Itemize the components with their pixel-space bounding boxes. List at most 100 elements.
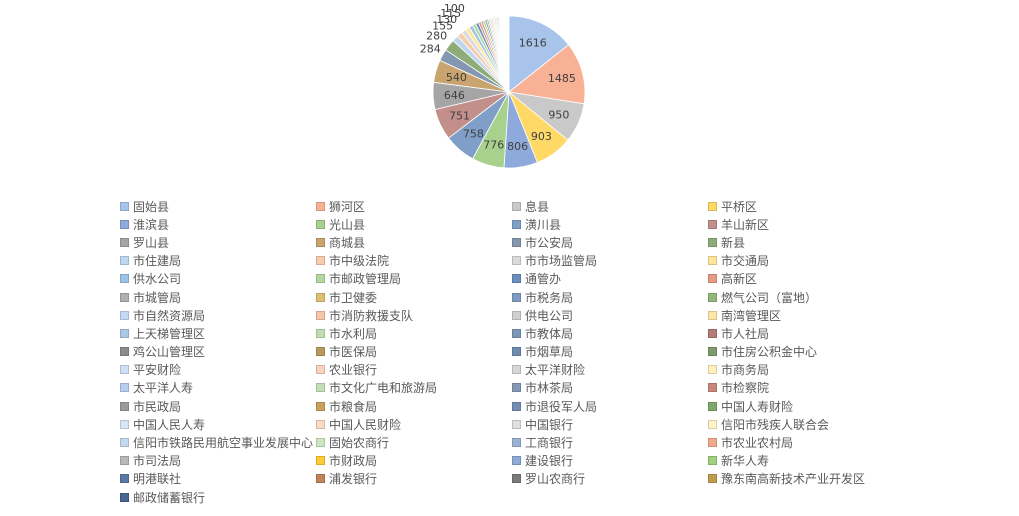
legend-label: 市城管局 (133, 290, 182, 305)
legend-label: 市水利局 (329, 326, 378, 341)
legend-label: 明港联社 (133, 472, 182, 487)
legend-item: 上天梯管理区 (120, 324, 316, 342)
legend-swatch (512, 219, 521, 229)
legend-label: 光山县 (329, 217, 366, 232)
legend-item: 市中级法院 (316, 252, 512, 270)
data-label-13: 155 (432, 20, 453, 33)
legend-swatch (120, 347, 129, 357)
legend-swatch (120, 328, 129, 338)
data-label-4: 903 (531, 130, 552, 143)
legend-item: 淮滨县 (120, 215, 316, 233)
data-label-16: 100 (444, 2, 465, 15)
legend-item: 羊山新区 (708, 215, 948, 233)
legend-swatch (120, 201, 129, 211)
legend-item: 市卫健委 (316, 288, 512, 306)
legend-swatch (120, 292, 129, 302)
legend-item: 市烟草局 (512, 343, 708, 361)
legend-label: 罗山县 (133, 235, 170, 250)
legend-item: 新华人寿 (708, 452, 948, 470)
legend-item: 农业银行 (316, 361, 512, 379)
legend-swatch (512, 474, 521, 484)
legend-swatch (316, 256, 325, 266)
legend-label: 固始农商行 (329, 436, 390, 451)
legend-item: 固始县 (120, 197, 316, 215)
legend-item: 供水公司 (120, 270, 316, 288)
legend-swatch (120, 492, 129, 502)
legend-item: 建设银行 (512, 452, 708, 470)
legend-label: 通管办 (525, 272, 562, 287)
legend-label: 燃气公司（富地） (721, 290, 818, 305)
legend-item: 狮河区 (316, 197, 512, 215)
legend-swatch (708, 401, 717, 411)
legend-item: 供电公司 (512, 306, 708, 324)
legend-label: 太平洋财险 (525, 363, 586, 378)
legend-swatch (512, 328, 521, 338)
legend-swatch (316, 419, 325, 429)
legend-label: 太平洋人寿 (133, 381, 194, 396)
legend-label: 中国人民财险 (329, 417, 402, 432)
legend-label: 羊山新区 (721, 217, 770, 232)
legend-item: 市住建局 (120, 252, 316, 270)
legend-swatch (512, 274, 521, 284)
legend-swatch (120, 310, 129, 320)
legend-item: 市检察院 (708, 379, 948, 397)
legend-item: 浦发银行 (316, 470, 512, 488)
legend-label: 上天梯管理区 (133, 326, 206, 341)
legend-swatch (120, 456, 129, 466)
legend-item: 明港联社 (120, 470, 316, 488)
legend-label: 中国人民人寿 (133, 417, 206, 432)
legend-swatch (512, 383, 521, 393)
legend-swatch (708, 219, 717, 229)
legend-swatch (708, 347, 717, 357)
legend-label: 鸡公山管理区 (133, 345, 206, 360)
legend-item: 市水利局 (316, 324, 512, 342)
legend-label: 市自然资源局 (133, 308, 206, 323)
legend-label: 市消防救援支队 (329, 308, 414, 323)
pie-slice-2 (508, 44, 586, 105)
legend-item: 鸡公山管理区 (120, 343, 316, 361)
legend-label: 高新区 (721, 272, 758, 287)
data-label-1: 1616 (519, 37, 547, 50)
legend-label: 南湾管理区 (721, 308, 782, 323)
legend-item: 市交通局 (708, 252, 948, 270)
legend-swatch (120, 474, 129, 484)
legend-label: 豫东南高新技术产业开发区 (721, 472, 866, 487)
data-label-2: 1485 (548, 72, 576, 85)
data-label-9: 646 (444, 89, 465, 102)
legend-item: 豫东南高新技术产业开发区 (708, 470, 948, 488)
legend-item: 通管办 (512, 270, 708, 288)
legend-item: 燃气公司（富地） (708, 288, 948, 306)
legend-swatch (316, 310, 325, 320)
legend-swatch (512, 365, 521, 375)
legend-label: 市住房公积金中心 (721, 345, 818, 360)
legend-label: 市农业农村局 (721, 436, 794, 451)
legend-item: 信阳市铁路民用航空事业发展中心 (120, 433, 316, 451)
legend-label: 平桥区 (721, 199, 758, 214)
legend-label: 市人社局 (721, 326, 770, 341)
legend-swatch (512, 419, 521, 429)
legend-swatch (316, 237, 325, 247)
legend-swatch (708, 456, 717, 466)
legend-item: 市粮食局 (316, 397, 512, 415)
legend-swatch (512, 237, 521, 247)
legend-item: 商城县 (316, 233, 512, 251)
legend-item: 潢川县 (512, 215, 708, 233)
legend-label: 市邮政管理局 (329, 272, 402, 287)
legend-item: 市医保局 (316, 343, 512, 361)
legend-label: 市烟草局 (525, 345, 574, 360)
legend-item: 平安财险 (120, 361, 316, 379)
legend-item: 市城管局 (120, 288, 316, 306)
legend-swatch (120, 438, 129, 448)
legend-swatch (708, 274, 717, 284)
legend-label: 浦发银行 (329, 472, 378, 487)
legend-label: 市文化广电和旅游局 (329, 381, 438, 396)
legend-item: 市邮政管理局 (316, 270, 512, 288)
legend-label: 商城县 (329, 235, 366, 250)
legend-swatch (512, 256, 521, 266)
legend-swatch (316, 474, 325, 484)
legend-swatch (708, 419, 717, 429)
legend-item: 罗山县 (120, 233, 316, 251)
legend-swatch (316, 292, 325, 302)
legend-label: 信阳市铁路民用航空事业发展中心 (133, 436, 314, 451)
legend-label: 市公安局 (525, 235, 574, 250)
